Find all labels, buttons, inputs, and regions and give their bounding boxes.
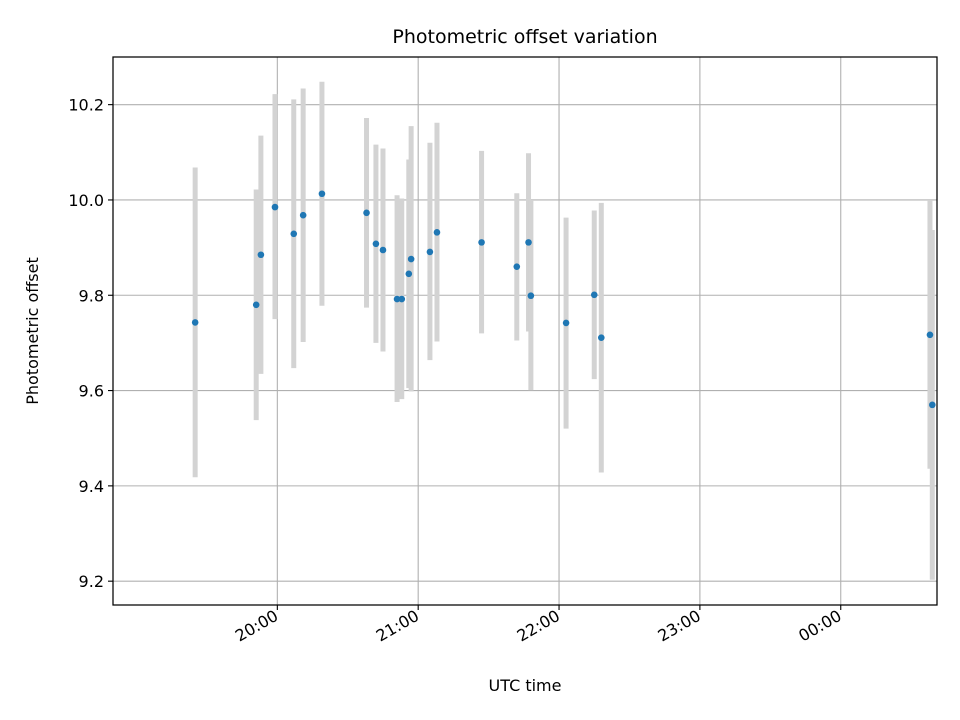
data-point (525, 239, 532, 246)
data-point (405, 270, 413, 278)
data-point (379, 246, 387, 254)
data-point (426, 248, 434, 256)
data-point (290, 230, 298, 238)
y-tick-label: 9.6 (79, 382, 104, 401)
y-tick-label: 9.2 (79, 572, 104, 591)
y-tick-label: 9.8 (79, 286, 104, 305)
data-point (318, 190, 326, 198)
plot-frame (112, 56, 938, 606)
x-axis-label: UTC time (489, 676, 562, 695)
chart-title: Photometric offset variation (392, 26, 657, 48)
data-point (478, 239, 485, 246)
y-axis-label: Photometric offset (23, 257, 42, 405)
data-point (363, 209, 370, 217)
data-point (590, 291, 598, 299)
data-point (433, 229, 441, 236)
y-tick-label: 9.4 (79, 477, 104, 496)
data-point (252, 301, 260, 309)
data-point (191, 319, 199, 326)
data-point (393, 295, 401, 303)
data-point (257, 251, 265, 259)
grid (113, 57, 937, 605)
data-point (597, 334, 605, 341)
data-point (372, 240, 380, 248)
data-point (398, 295, 406, 303)
data-point (926, 331, 934, 339)
y-tick-label: 10.2 (68, 96, 104, 115)
data-point (929, 401, 936, 409)
data-point (407, 255, 415, 263)
data-points (191, 190, 936, 409)
data-point (299, 211, 307, 219)
data-point (562, 319, 570, 327)
data-point (513, 263, 521, 270)
data-point (271, 203, 279, 211)
data-point (527, 292, 535, 300)
y-tick-label: 10.0 (68, 191, 104, 210)
